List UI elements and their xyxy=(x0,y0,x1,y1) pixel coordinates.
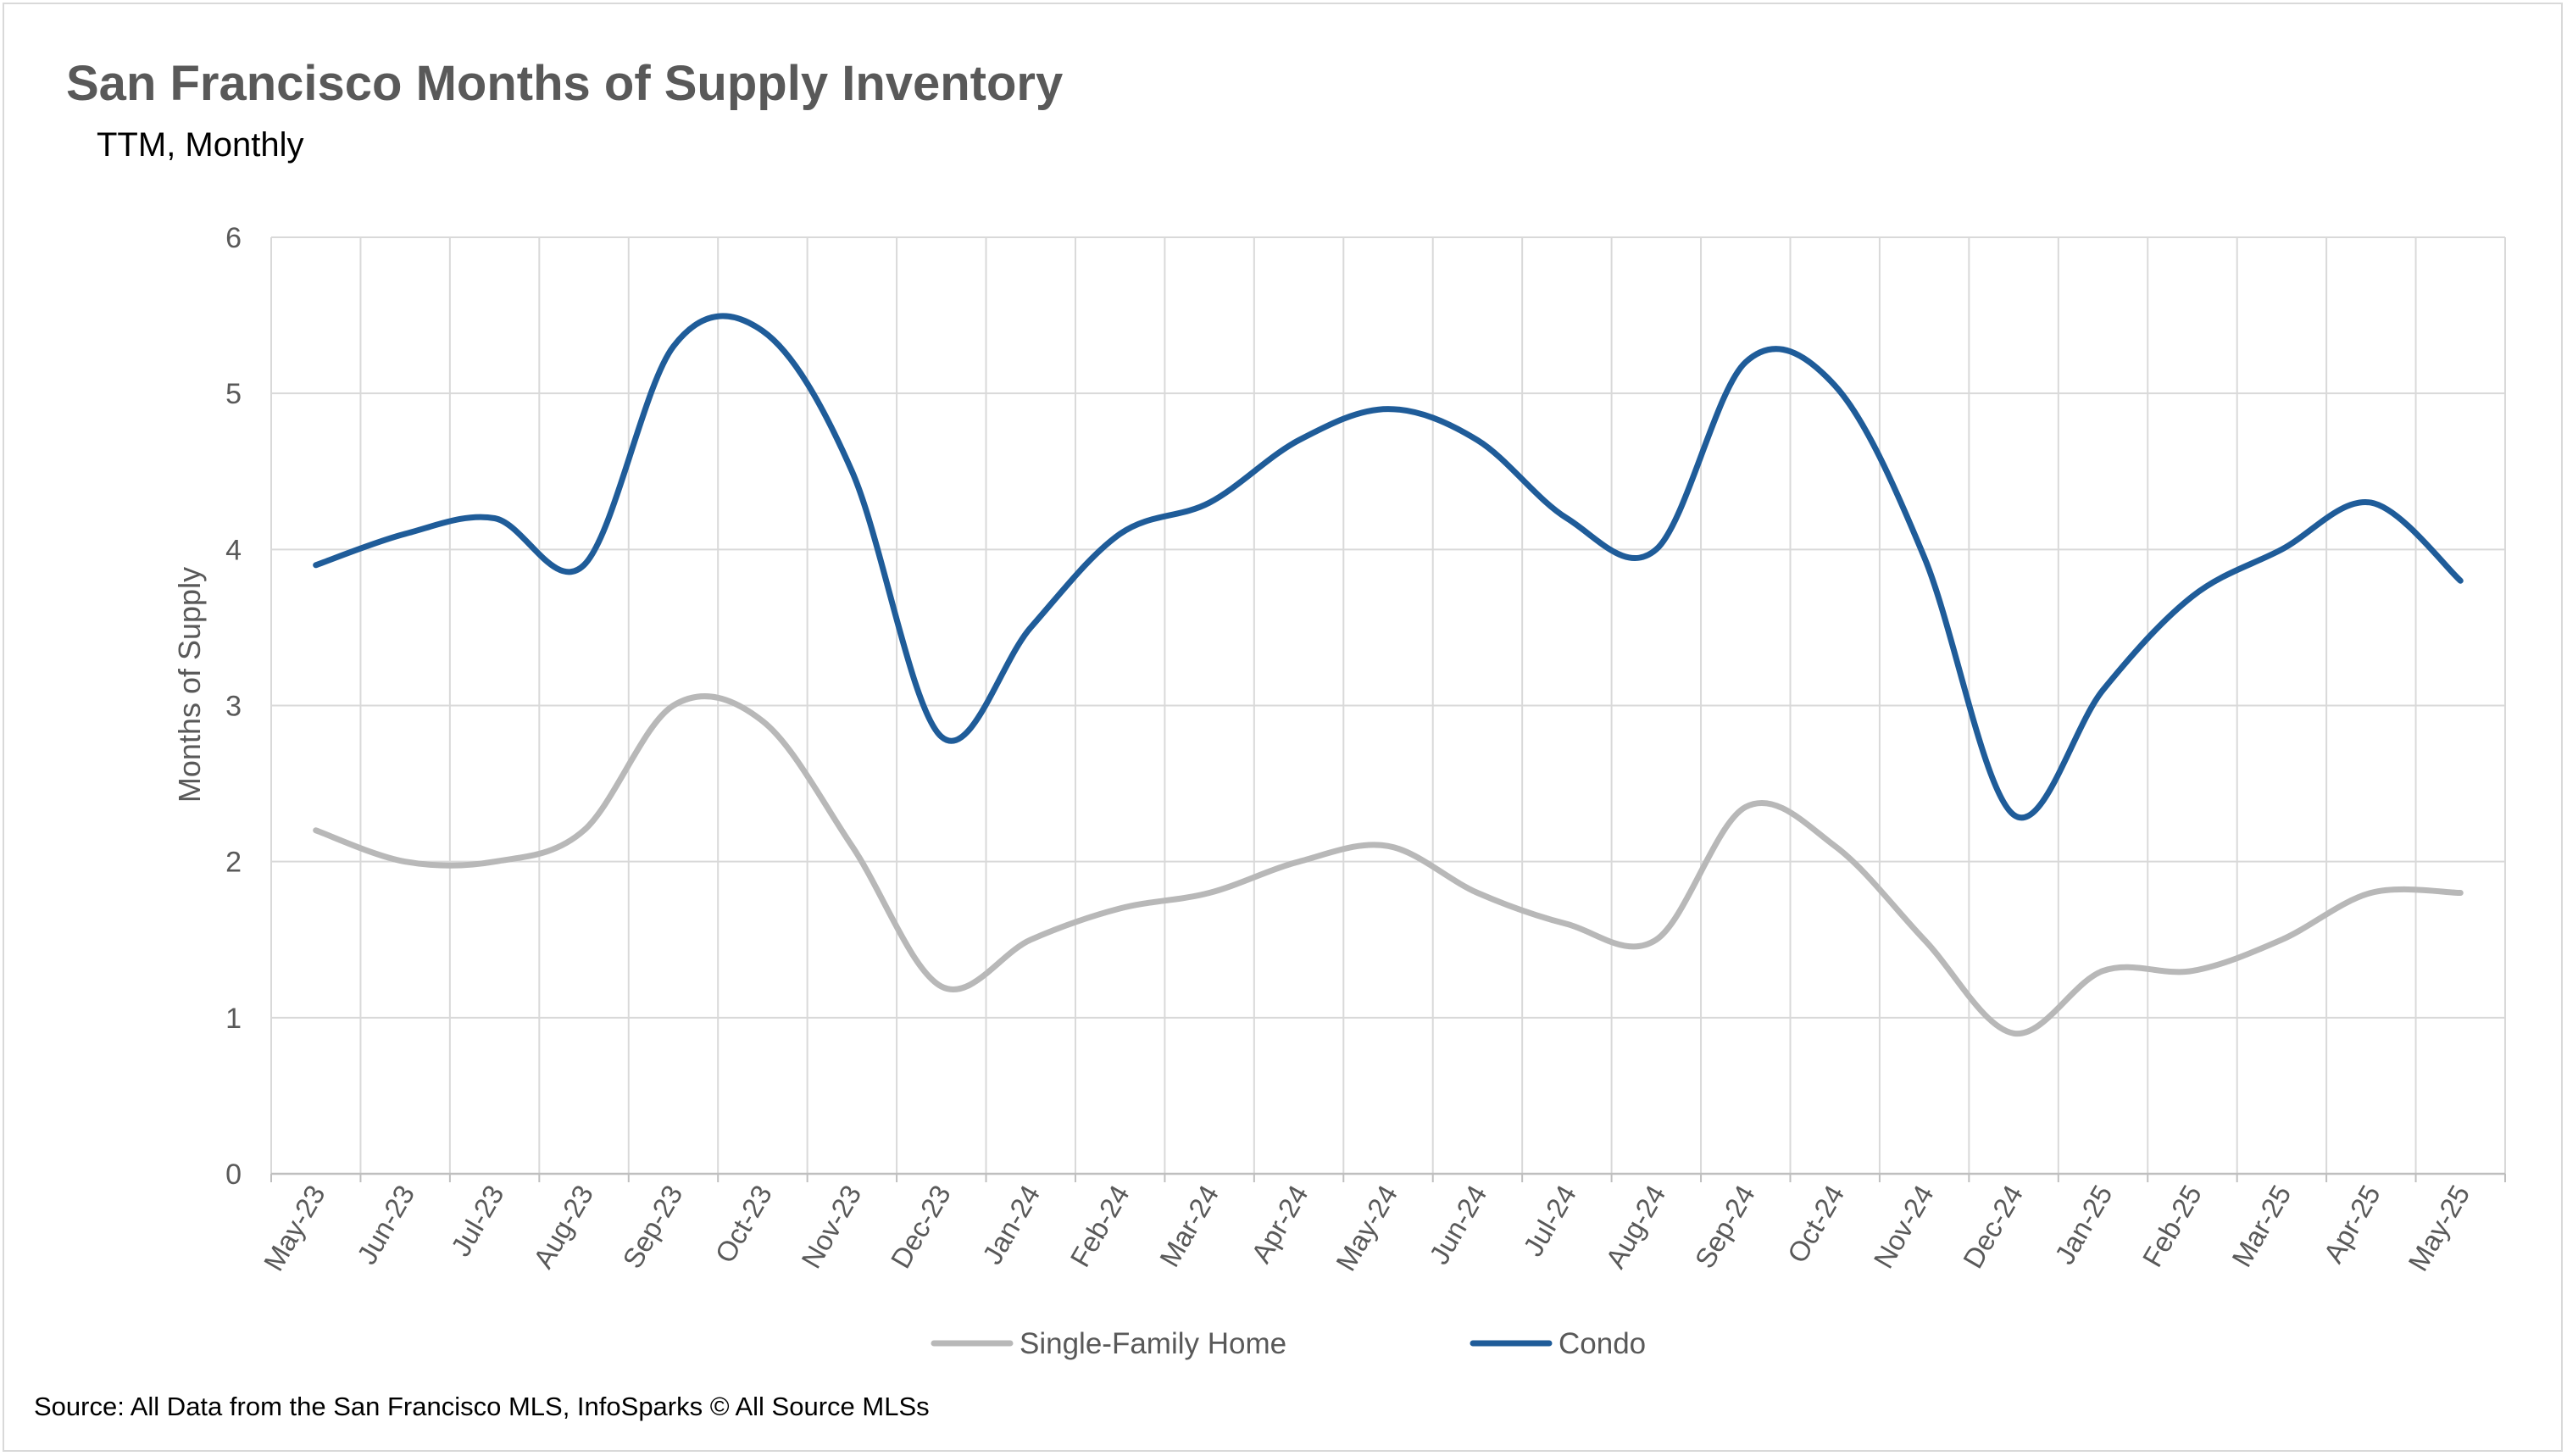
data-point-condo xyxy=(1298,439,1300,441)
data-point-single-family-home xyxy=(1834,845,1836,847)
chart-title: San Francisco Months of Supply Inventory xyxy=(66,56,1063,111)
data-point-condo xyxy=(672,346,674,347)
data-point-condo xyxy=(404,533,406,535)
y-tick-label: 3 xyxy=(225,691,242,723)
data-point-condo xyxy=(494,518,496,519)
x-axis-ticks: May-23 Jun-23 Jul-23 Aug-23 Sep-23 Oct-23 Nov-… xyxy=(258,1180,2476,1276)
y-tick-label: 4 xyxy=(225,534,242,566)
y-axis-label: Months of Supply xyxy=(172,567,207,803)
data-point-condo xyxy=(941,736,942,737)
y-tick-label: 1 xyxy=(225,1003,242,1035)
data-point-single-family-home xyxy=(1924,939,1925,941)
x-tick-label: Oct-23 xyxy=(708,1180,778,1268)
data-point-condo xyxy=(851,470,853,472)
data-point-single-family-home xyxy=(2459,892,2461,893)
data-point-single-family-home xyxy=(1387,845,1389,847)
data-point-condo xyxy=(1566,518,1568,519)
x-tick-label: Jul-23 xyxy=(445,1180,510,1261)
x-tick-label: Sep-23 xyxy=(616,1180,688,1274)
x-tick-label: May-23 xyxy=(258,1180,331,1276)
data-point-condo xyxy=(1655,548,1657,550)
x-tick-label: Oct-24 xyxy=(1781,1180,1851,1268)
data-point-single-family-home xyxy=(1298,861,1300,863)
x-tick-label: Mar-24 xyxy=(1153,1180,1225,1272)
series-line-single-family-home xyxy=(313,693,2464,1036)
data-point-single-family-home xyxy=(315,830,317,831)
x-tick-label: Nov-23 xyxy=(795,1180,867,1274)
data-point-single-family-home xyxy=(672,705,674,706)
x-tick-label: Jul-24 xyxy=(1517,1180,1582,1261)
data-point-single-family-home xyxy=(851,845,853,847)
x-tick-label: Mar-25 xyxy=(2225,1180,2297,1272)
legend-label: Condo xyxy=(1559,1327,1646,1360)
chart-subtitle: TTM, Monthly xyxy=(97,126,303,164)
series-lines xyxy=(313,313,2464,1036)
x-tick-label: Jun-23 xyxy=(351,1180,420,1270)
y-tick-label: 6 xyxy=(225,222,242,254)
data-point-single-family-home xyxy=(583,830,585,831)
legend: Single-Family Home Condo xyxy=(931,1327,1646,1360)
data-point-condo xyxy=(2281,548,2282,550)
x-tick-label: Apr-24 xyxy=(1245,1180,1314,1268)
data-point-condo xyxy=(1834,385,1836,386)
x-tick-label: Nov-24 xyxy=(1867,1180,1939,1274)
data-point-single-family-home xyxy=(494,861,496,863)
data-point-single-family-home xyxy=(2281,939,2282,941)
data-point-single-family-home xyxy=(2370,892,2372,893)
data-point-single-family-home xyxy=(1745,806,1747,808)
data-point-condo xyxy=(1476,439,1478,441)
data-point-condo xyxy=(583,564,585,566)
series-line-condo xyxy=(313,313,2464,821)
y-tick-label: 2 xyxy=(225,847,242,879)
x-tick-label: May-24 xyxy=(1330,1180,1403,1276)
data-point-single-family-home xyxy=(762,720,764,722)
x-tick-label: Dec-23 xyxy=(885,1180,957,1274)
x-tick-label: May-25 xyxy=(2402,1180,2475,1276)
x-tick-label: Feb-25 xyxy=(2136,1180,2208,1272)
y-tick-label: 5 xyxy=(225,378,242,410)
chart-frame xyxy=(3,3,2563,1452)
x-tick-label: Dec-24 xyxy=(1957,1180,2029,1274)
x-tick-label: Aug-24 xyxy=(1599,1180,1671,1274)
y-tick-label: 0 xyxy=(225,1159,242,1191)
x-tick-label: Jan-24 xyxy=(976,1180,1046,1270)
data-point-single-family-home xyxy=(941,986,942,987)
data-point-single-family-home xyxy=(404,861,406,863)
x-tick-label: Jan-25 xyxy=(2048,1180,2118,1270)
x-tick-label: Aug-23 xyxy=(527,1180,599,1274)
data-point-single-family-home xyxy=(1566,923,1568,925)
gridlines xyxy=(270,236,2506,1182)
y-axis-ticks: 0 1 2 3 4 5 6 xyxy=(225,222,242,1191)
data-point-condo xyxy=(1387,408,1389,410)
data-point-single-family-home xyxy=(1476,892,1478,893)
data-point-single-family-home xyxy=(1208,892,1210,893)
x-tick-label: Apr-25 xyxy=(2317,1180,2386,1268)
data-point-condo xyxy=(315,564,317,566)
data-point-condo xyxy=(1924,557,1925,559)
x-tick-label: Sep-24 xyxy=(1689,1180,1761,1274)
legend-label: Single-Family Home xyxy=(1020,1327,1286,1360)
x-tick-label: Jun-24 xyxy=(1423,1180,1492,1270)
x-tick-label: Feb-24 xyxy=(1064,1180,1135,1272)
source-note: Source: All Data from the San Francisco … xyxy=(34,1392,930,1421)
data-point-single-family-home xyxy=(1655,939,1657,941)
data-point-condo xyxy=(1745,361,1747,363)
